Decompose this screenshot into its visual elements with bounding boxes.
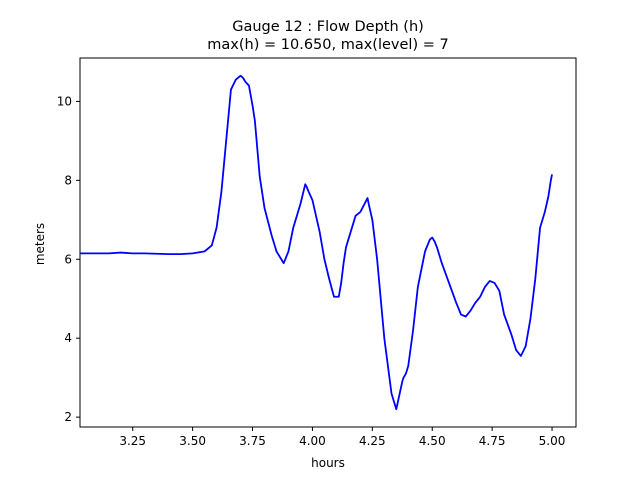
x-tick-label: 4.50 [419, 434, 446, 448]
x-tick-label: 4.00 [299, 434, 326, 448]
y-tick-label: 6 [64, 252, 72, 266]
title: Gauge 12 : Flow Depth (h) max(h) = 10.65… [207, 19, 448, 53]
y-axis-label: meters [33, 223, 47, 265]
x-tick-label: 3.25 [119, 434, 146, 448]
plot-layer [80, 74, 553, 411]
y-tick-label: 4 [64, 331, 72, 345]
x-tick-label: 3.50 [179, 434, 206, 448]
x-tick-label: 4.25 [359, 434, 386, 448]
x-tick-label: 4.75 [479, 434, 506, 448]
x-axis-label: hours [311, 456, 345, 470]
title-line-1: Gauge 12 : Flow Depth (h) [232, 19, 424, 35]
title-line-2: max(h) = 10.650, max(level) = 7 [207, 37, 448, 53]
y-tick-label: 10 [57, 94, 72, 108]
y-tick-label: 8 [64, 173, 72, 187]
plot-frame [79, 57, 577, 428]
x-axis-ticks: 3.25 3.50 3.75 4.00 4.25 4.50 4.75 5.00 [119, 427, 565, 448]
x-tick-label: 3.75 [239, 434, 266, 448]
y-tick-label: 2 [64, 410, 72, 424]
y-axis-ticks: 2 4 6 8 10 [57, 94, 80, 424]
series-line-0 [80, 74, 553, 411]
x-tick-label: 5.00 [539, 434, 566, 448]
